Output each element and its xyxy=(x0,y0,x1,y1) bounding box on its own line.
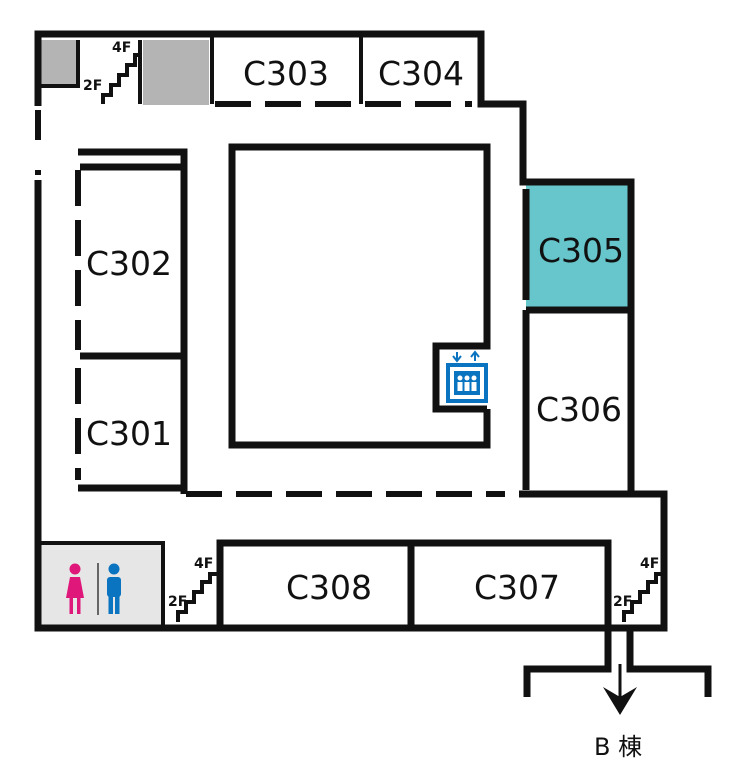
room-label-c302: C302 xyxy=(86,244,173,283)
stairs-icon xyxy=(101,53,140,104)
stairs-icon xyxy=(176,572,218,622)
room-label-c304: C304 xyxy=(378,54,465,93)
courtyard-wall xyxy=(228,143,491,449)
wall-c308-c307 xyxy=(216,539,612,628)
men-restroom-icon xyxy=(107,563,121,614)
restroom-wall xyxy=(38,541,165,628)
room-label-c307: C307 xyxy=(474,568,561,607)
stairs-label-up: 4F xyxy=(640,556,660,572)
stairs-icon xyxy=(622,572,662,622)
women-restroom-icon xyxy=(66,563,84,614)
room-label-c308: C308 xyxy=(286,568,373,607)
restroom-divider xyxy=(97,563,99,615)
room-label-c301: C301 xyxy=(86,414,173,453)
exit-arrow-icon xyxy=(603,664,637,715)
stairs-label-down: 2F xyxy=(168,594,188,610)
wall-c303-c304 xyxy=(40,34,363,104)
exit-label: B 棟 xyxy=(594,733,643,761)
elevator-icon[interactable] xyxy=(446,350,488,403)
wall-c305-c306 xyxy=(519,189,631,498)
outer-wall xyxy=(34,30,668,632)
stairs-label-up: 4F xyxy=(112,40,132,56)
stairs-label-down: 2F xyxy=(613,594,633,610)
room-label-c303: C303 xyxy=(243,54,330,93)
stairs-label-up: 4F xyxy=(194,556,214,572)
stairs-label-down: 2F xyxy=(83,78,103,94)
storage-room-right xyxy=(143,40,209,105)
restroom[interactable] xyxy=(39,543,163,627)
wall-c302-c301 xyxy=(78,148,188,494)
room-c305[interactable] xyxy=(526,184,628,310)
storage-room-left xyxy=(40,40,78,84)
room-label-c306: C306 xyxy=(536,390,623,429)
room-label-c305: C305 xyxy=(538,231,625,270)
exit-passage xyxy=(523,628,712,697)
